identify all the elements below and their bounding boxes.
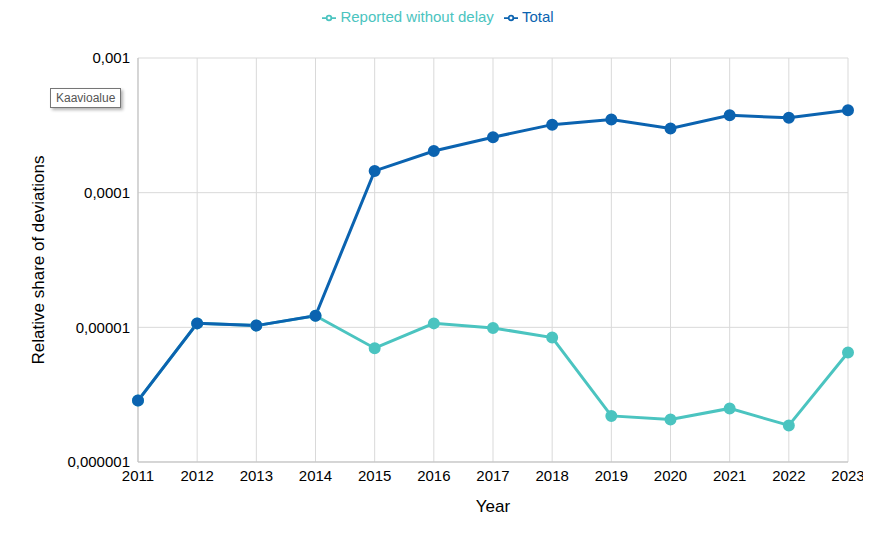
svg-text:2018: 2018 bbox=[535, 467, 568, 484]
svg-text:2016: 2016 bbox=[417, 467, 450, 484]
svg-text:Relative share of deviations: Relative share of deviations bbox=[29, 156, 48, 365]
svg-text:2017: 2017 bbox=[476, 467, 509, 484]
svg-text:2019: 2019 bbox=[595, 467, 628, 484]
svg-text:2013: 2013 bbox=[240, 467, 273, 484]
svg-text:0,001: 0,001 bbox=[92, 49, 130, 66]
svg-text:2014: 2014 bbox=[299, 467, 332, 484]
html-text:Total: Total bbox=[521, 8, 554, 25]
svg-text:0,00001: 0,00001 bbox=[76, 319, 130, 336]
svg-text:2023: 2023 bbox=[831, 467, 863, 484]
svg-text:0,0001: 0,0001 bbox=[84, 184, 130, 201]
svg-text:2022: 2022 bbox=[772, 467, 805, 484]
svg-text:2012: 2012 bbox=[180, 467, 213, 484]
html-text:Reported without delay: Reported without delay bbox=[340, 8, 494, 25]
html-text:Kaavioalue: Kaavioalue bbox=[56, 91, 116, 105]
svg-text:2011: 2011 bbox=[121, 466, 155, 484]
svg-text:2021: 2021 bbox=[713, 467, 746, 484]
svg-text:2015: 2015 bbox=[358, 467, 391, 484]
svg-text:0,000001: 0,000001 bbox=[67, 453, 130, 470]
svg-text:2020: 2020 bbox=[654, 467, 687, 484]
svg-text:Year: Year bbox=[476, 497, 511, 516]
